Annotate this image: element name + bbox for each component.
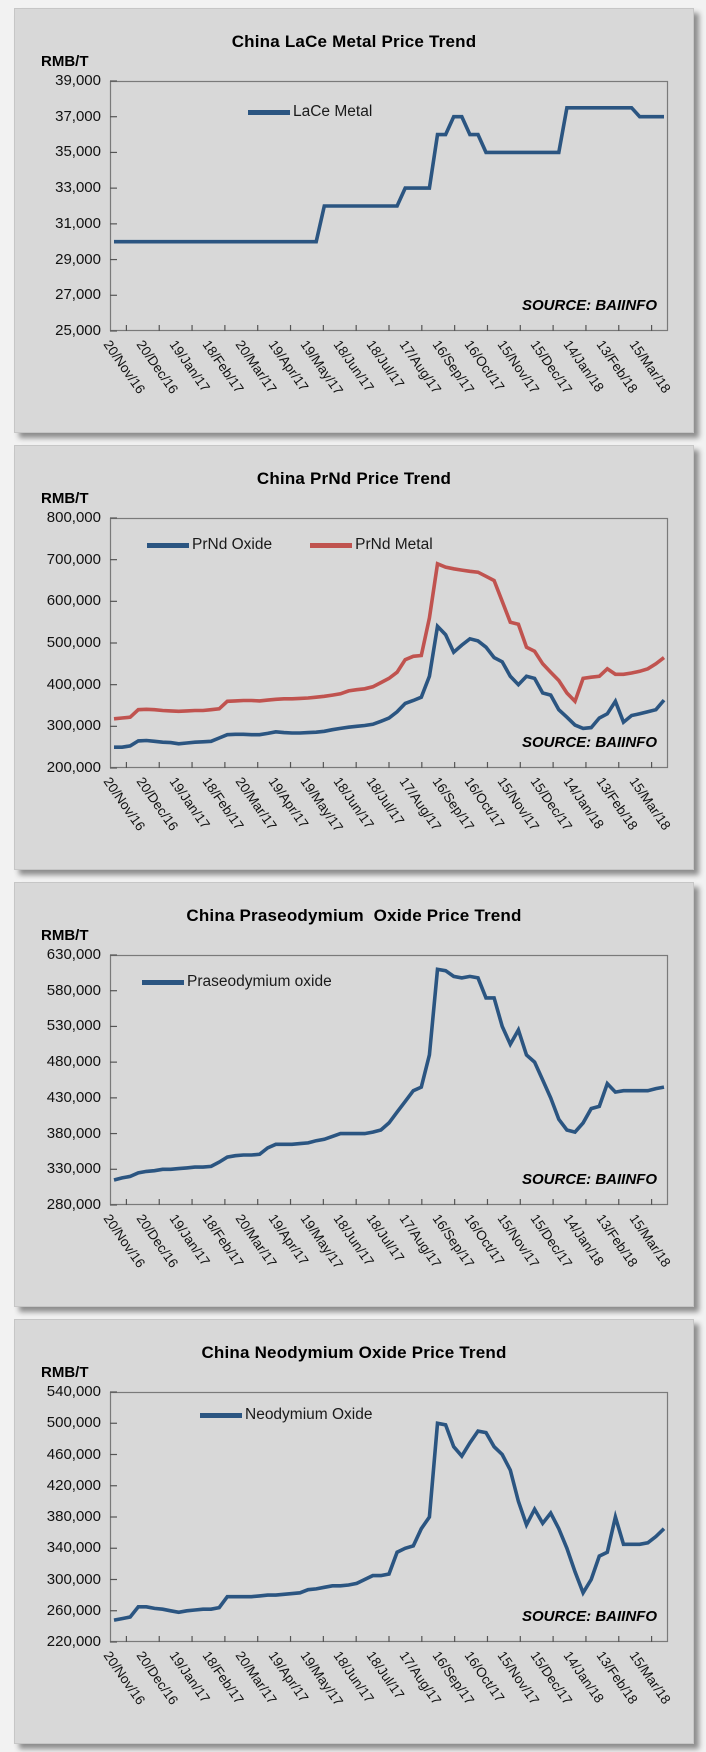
legend: Neodymium Oxide <box>200 1406 373 1424</box>
y-axis-tick-label: 220,000 <box>46 1633 101 1650</box>
y-axis-tick-label: 580,000 <box>46 981 101 999</box>
series-line-prnd-metal <box>113 561 666 721</box>
legend-entry-praseodymium-oxide: Praseodymium oxide <box>142 973 332 991</box>
y-axis-tick-label: 430,000 <box>46 1088 101 1106</box>
y-axis-tick-label: 630,000 <box>46 946 101 963</box>
plot-canvas <box>109 517 669 769</box>
legend: Praseodymium oxide <box>142 973 332 991</box>
plot-border <box>109 1391 669 1643</box>
chart-title: China Neodymium Oxide Price Trend <box>201 1343 507 1362</box>
plot-area <box>109 954 669 1206</box>
y-axis-tick-label: 400,000 <box>46 675 101 693</box>
plot-area <box>109 80 669 332</box>
y-axis-tick-label: 25,000 <box>55 322 101 339</box>
y-axis-tick-label: 37,000 <box>55 107 101 125</box>
legend-label: PrNd Oxide <box>192 536 273 553</box>
y-axis-tick-label: 380,000 <box>46 1508 101 1525</box>
plot-border <box>109 517 669 769</box>
y-axis-tick-label: 420,000 <box>46 1476 101 1494</box>
y-axis-unit-label: RMB/T <box>41 927 89 944</box>
y-axis-unit-label: RMB/T <box>41 490 89 507</box>
series-line-prnd-oxide <box>114 622 666 749</box>
legend: PrNd Oxide PrNd Metal <box>147 536 433 554</box>
y-axis-tick-label: 800,000 <box>46 509 101 526</box>
y-axis-tick-label: 27,000 <box>55 286 101 304</box>
y-axis-tick-label: 500,000 <box>46 1414 101 1432</box>
source-label: SOURCE: BAIINFO <box>522 297 657 314</box>
y-axis-tick-label: 500,000 <box>46 634 101 651</box>
legend-label: PrNd Metal <box>355 536 433 553</box>
plot-area <box>109 517 669 769</box>
y-axis-tick-label: 530,000 <box>46 1017 101 1035</box>
series-line-neodymium-oxide <box>113 1421 666 1622</box>
legend-label: Praseodymium oxide <box>187 973 332 990</box>
legend-line-swatch <box>310 542 353 548</box>
y-axis-tick-label: 540,000 <box>46 1383 101 1400</box>
y-axis-tick-label: 300,000 <box>46 1570 101 1588</box>
y-axis-tick-label: 480,000 <box>46 1053 101 1071</box>
source-label: SOURCE: BAIINFO <box>522 1608 657 1625</box>
legend-label: Neodymium Oxide <box>245 1406 373 1423</box>
plot-canvas <box>109 80 669 332</box>
y-axis-tick-label: 340,000 <box>46 1539 101 1557</box>
chart-title: China Praseodymium Oxide Price Trend <box>186 906 522 925</box>
y-axis-tick-label: 260,000 <box>46 1601 101 1619</box>
y-axis-tick-label: 380,000 <box>46 1124 101 1142</box>
plot-area <box>109 1391 669 1643</box>
legend-entry-neodymium-oxide: Neodymium Oxide <box>200 1406 373 1424</box>
chart-panel-china-lace-metal-price-trend: China LaCe Metal Price Trend RMB/T 39,000 3… <box>14 8 694 433</box>
y-axis-tick-label: 29,000 <box>55 250 101 268</box>
y-axis-tick-label: 700,000 <box>46 550 101 568</box>
series-line-lace-metal <box>114 105 664 244</box>
y-axis-tick-label: 39,000 <box>55 72 101 89</box>
y-axis-tick-label: 35,000 <box>55 143 101 161</box>
y-axis-tick-label: 200,000 <box>46 759 101 776</box>
y-axis-tick-label: 33,000 <box>55 179 101 197</box>
chart-panel-china-neodymium-oxide-price-trend: China Neodymium Oxide Price Trend RMB/T 54… <box>14 1319 694 1744</box>
source-label: SOURCE: BAIINFO <box>522 1171 657 1188</box>
chart-title: China PrNd Price Trend <box>256 469 452 488</box>
legend-entry-lace-metal: LaCe Metal <box>248 103 372 121</box>
chart-title: China LaCe Metal Price Trend <box>231 32 477 51</box>
chart-panel-china-prnd-price-trend: China PrNd Price Trend RMB/T 800,000 700,00… <box>14 445 694 870</box>
legend-line-swatch <box>248 109 290 115</box>
legend-line-swatch <box>200 1412 242 1418</box>
y-axis-unit-label: RMB/T <box>41 53 89 70</box>
y-axis-tick-label: 330,000 <box>46 1160 101 1178</box>
legend-line-swatch <box>147 542 189 548</box>
legend-line-swatch <box>142 979 184 985</box>
y-axis-tick-label: 460,000 <box>46 1445 101 1463</box>
y-axis-tick-label: 300,000 <box>46 717 101 735</box>
plot-canvas <box>109 1391 669 1643</box>
plot-canvas <box>109 954 669 1206</box>
y-axis-tick-label: 280,000 <box>46 1196 101 1213</box>
legend: LaCe Metal <box>248 103 372 121</box>
plot-border <box>109 954 669 1206</box>
series-line-praseodymium-oxide <box>113 967 665 1182</box>
legend-entry-prnd-metal: PrNd Metal <box>310 536 433 554</box>
chart-panel-china-praseodymium-oxide-price-trend: China Praseodymium Oxide Price Trend RMB/… <box>14 882 694 1307</box>
source-label: SOURCE: BAIINFO <box>522 734 657 751</box>
legend-label: LaCe Metal <box>293 103 373 120</box>
legend-entry-prnd-oxide: PrNd Oxide <box>147 536 272 554</box>
y-axis-tick-label: 600,000 <box>46 592 101 610</box>
y-axis-unit-label: RMB/T <box>41 1364 89 1381</box>
y-axis-tick-label: 31,000 <box>55 214 101 232</box>
